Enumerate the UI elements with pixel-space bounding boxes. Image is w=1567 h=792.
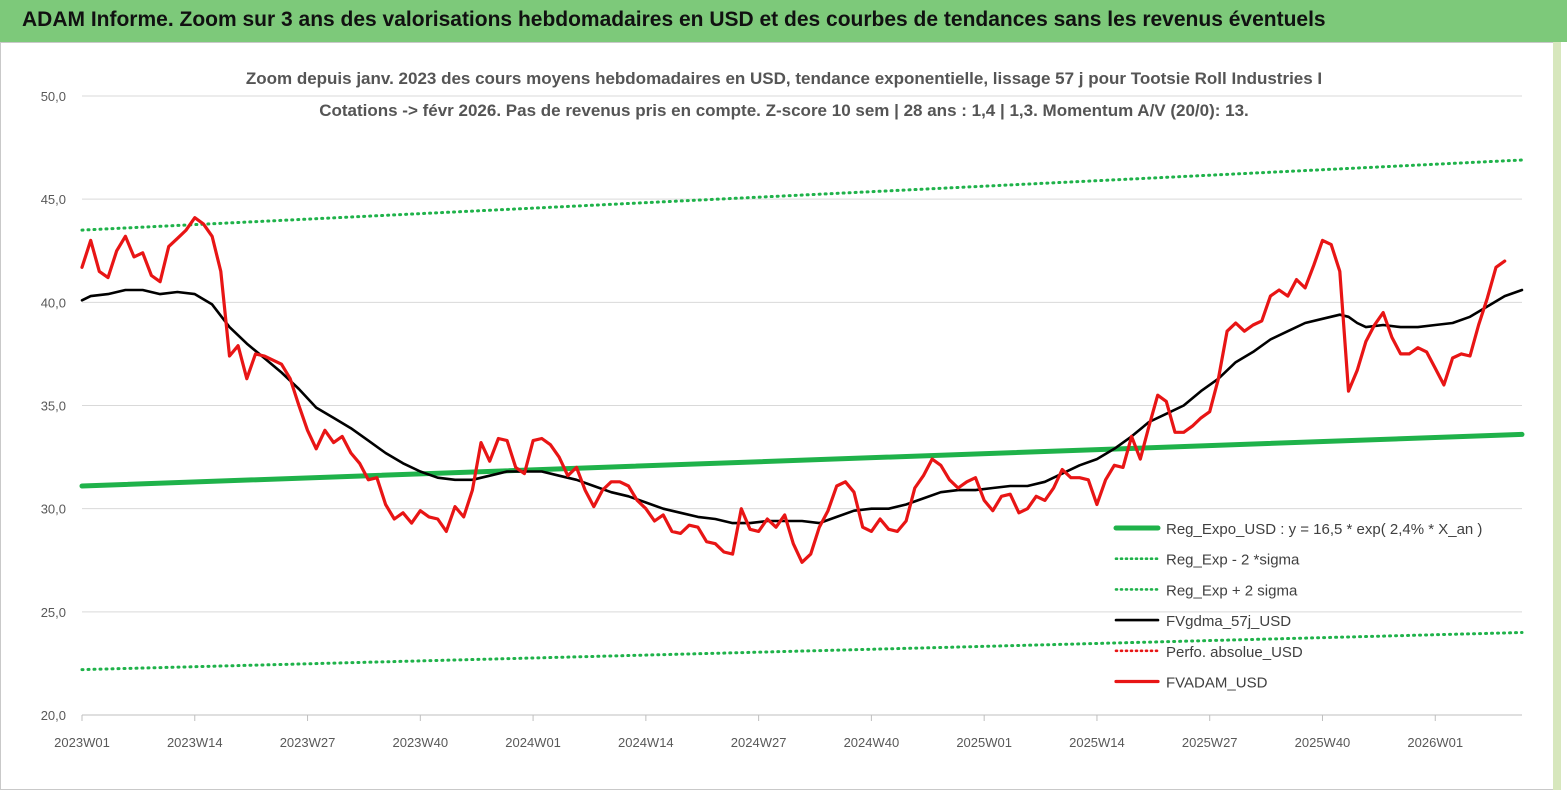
y-tick-label: 40,0 [41,295,66,310]
series-line-fvgdma-57j-usd [80,288,1524,525]
legend-label: FVgdma_57j_USD [1166,613,1291,630]
series-line-reg-exp [80,631,1524,672]
legend: Reg_Expo_USD : y = 16,5 * exp( 2,4% * X_… [1113,521,1482,692]
legend-label: Perfo. absolue_USD [1166,644,1303,661]
y-tick-label: 45,0 [41,192,66,207]
x-tick-label: 2023W14 [167,735,223,750]
x-tick-label: 2025W27 [1182,735,1238,750]
legend-label: FVADAM_USD [1166,675,1268,692]
chart-title: Zoom depuis janv. 2023 des cours moyens … [246,69,1322,88]
series-line-reg-expo-usd [79,431,1525,489]
x-tick-label: 2023W01 [54,735,110,750]
legend-label: Reg_Expo_USD : y = 16,5 * exp( 2,4% * X_… [1166,521,1482,538]
x-tick-label: 2023W40 [392,735,448,750]
x-tick-label: 2025W01 [956,735,1012,750]
y-tick-label: 30,0 [41,502,66,517]
x-tick-label: 2026W01 [1407,735,1463,750]
series-line-fvadam-usd [80,216,1507,564]
report-title: ADAM Informe. Zoom sur 3 ans des valoris… [22,8,1326,31]
right-edge-strip [1553,42,1561,790]
report-banner: ADAM Informe. Zoom sur 3 ans des valoris… [0,0,1567,42]
y-tick-label: 50,0 [41,89,66,104]
x-tick-label: 2023W27 [280,735,336,750]
series-line-reg-exp [80,158,1524,232]
x-tick-label: 2024W27 [731,735,787,750]
x-tick-label: 2025W40 [1295,735,1351,750]
x-tick-label: 2024W40 [844,735,900,750]
legend-label: Reg_Exp + 2 sigma [1166,582,1298,599]
y-tick-label: 20,0 [41,708,66,723]
x-tick-label: 2024W01 [505,735,561,750]
legend-label: Reg_Exp - 2 *sigma [1166,552,1300,569]
x-tick-label: 2024W14 [618,735,674,750]
y-tick-label: 25,0 [41,605,66,620]
x-tick-label: 2025W14 [1069,735,1125,750]
chart-subtitle: Cotations -> févr 2026. Pas de revenus p… [319,101,1249,120]
y-tick-label: 35,0 [41,399,66,414]
plot-area: 20,0 25,0 30,0 35,0 40,0 45,0 50,0 2023W01 2023W… [41,89,1525,750]
